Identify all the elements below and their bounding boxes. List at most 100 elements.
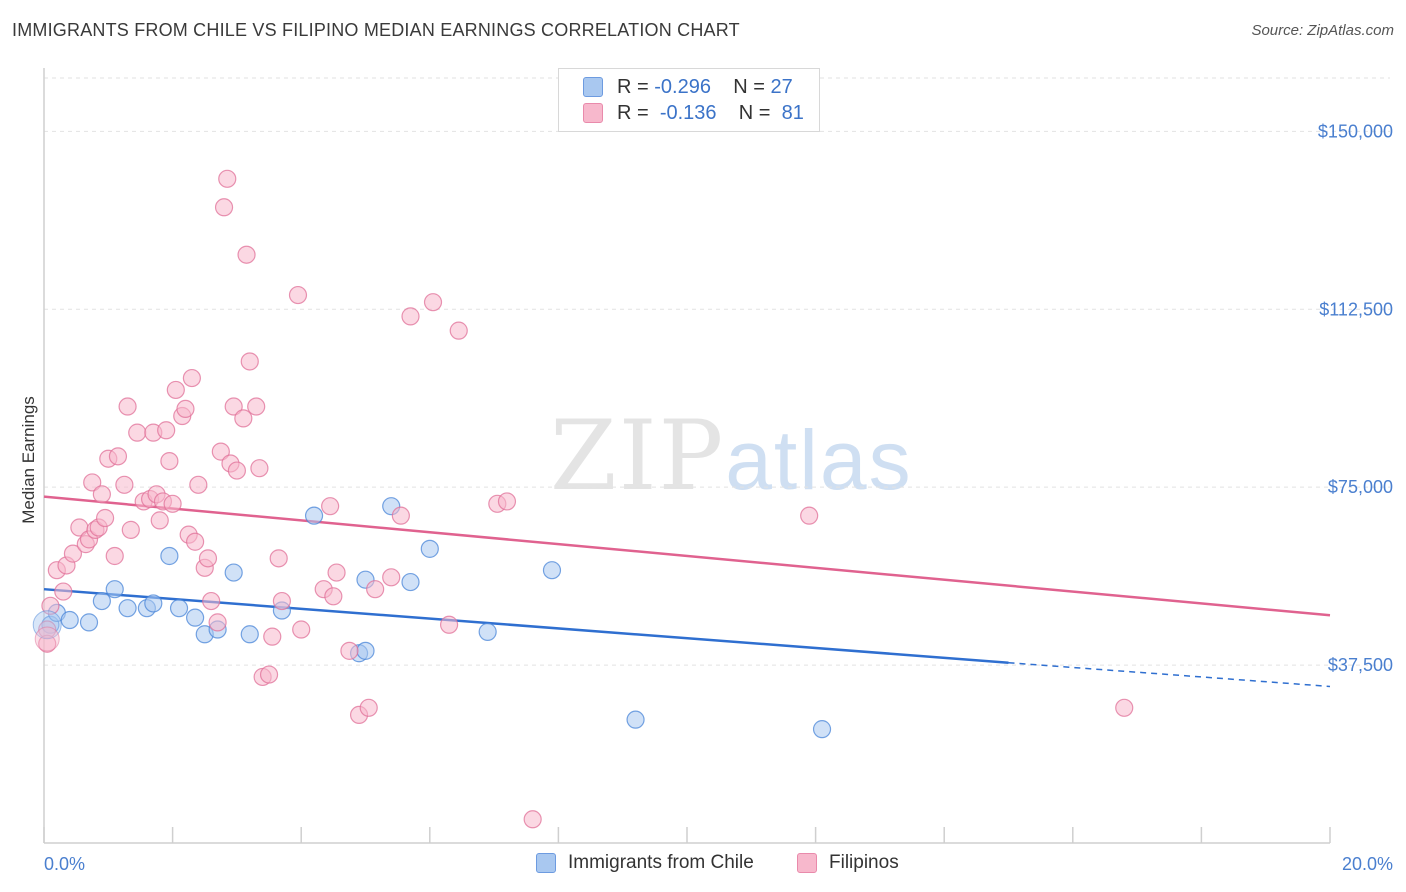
data-point	[150, 511, 169, 530]
y-axis-label: Median Earnings	[19, 396, 38, 524]
data-point	[288, 285, 308, 305]
data-point	[128, 423, 147, 442]
data-point	[169, 599, 189, 618]
data-point	[227, 461, 246, 480]
data-point	[214, 198, 234, 217]
data-point	[359, 698, 378, 717]
data-point	[439, 615, 459, 634]
data-point	[157, 421, 176, 440]
data-point	[263, 627, 282, 646]
data-point	[95, 508, 115, 528]
data-point	[186, 608, 205, 627]
data-point	[54, 582, 73, 601]
legend-n-value: 27	[770, 75, 793, 98]
data-point-cluster	[32, 610, 62, 640]
legend-n-label: N =	[733, 75, 765, 98]
watermark: ZIPatlas	[550, 400, 913, 512]
data-point	[812, 720, 832, 739]
data-point	[60, 610, 79, 630]
data-point	[1115, 698, 1134, 717]
trend-line-filipinos	[43, 495, 1331, 617]
data-point	[324, 587, 343, 606]
data-point	[144, 594, 163, 613]
data-point	[449, 321, 468, 340]
data-point	[160, 546, 179, 566]
data-point	[356, 641, 375, 660]
data-point	[63, 544, 83, 563]
data-point	[224, 563, 243, 582]
legend-r-value: -0.296	[654, 75, 711, 98]
trend-lines	[43, 495, 1331, 688]
data-point	[208, 613, 227, 632]
series-filipinos-points	[38, 169, 1134, 829]
watermark-atlas: atlas	[725, 413, 913, 507]
series-swatch-chile	[536, 853, 556, 873]
data-point	[272, 591, 292, 611]
series-legend-filipinos: Filipinos	[797, 852, 899, 874]
legend-swatch-chile	[583, 77, 603, 97]
watermark-zip: ZIP	[550, 400, 726, 512]
data-point	[166, 380, 185, 400]
legend-r-value: -0.136	[659, 101, 717, 124]
data-point	[250, 459, 269, 478]
data-point	[626, 710, 645, 729]
data-point	[115, 475, 134, 494]
data-point	[240, 625, 259, 644]
chart-title: IMMIGRANTS FROM CHILE VS FILIPINO MEDIAN…	[12, 20, 740, 40]
data-point	[237, 245, 256, 264]
data-point	[83, 473, 102, 492]
y-tick-label: $37,500	[1328, 655, 1393, 675]
x-tick-label-min: 0.0%	[44, 854, 85, 874]
data-point	[478, 622, 497, 641]
legend-swatch-filipinos	[583, 103, 603, 123]
y-tick-label: $112,500	[1319, 299, 1393, 319]
data-point	[247, 397, 266, 416]
axes	[43, 68, 1331, 844]
legend-row-chile: R = -0.296 N = 27	[583, 75, 793, 99]
data-point-cluster	[34, 626, 60, 652]
data-point	[292, 620, 311, 639]
data-point	[160, 451, 179, 471]
trend-line-chile	[43, 587, 1009, 664]
data-point	[121, 520, 140, 539]
legend-n-value: 81	[781, 101, 804, 124]
data-point	[211, 442, 230, 461]
x-tick-label-max: 20.0%	[1342, 854, 1393, 874]
data-point	[118, 599, 137, 618]
data-point	[218, 169, 237, 188]
data-point	[118, 397, 137, 416]
legend-r-label: R =	[617, 75, 649, 98]
data-point	[198, 549, 218, 568]
data-point	[41, 596, 60, 615]
source-credit: Source: ZipAtlas.com	[1251, 22, 1394, 39]
data-points	[32, 169, 1134, 829]
y-tick-label: $150,000	[1318, 121, 1393, 141]
data-point	[321, 497, 340, 516]
tick-labels: $37,500 $75,000 $112,500 $150,000 0.0% 20.0%	[44, 121, 1393, 874]
data-point	[105, 580, 124, 599]
data-point	[340, 641, 359, 660]
series-legend-label: Immigrants from Chile	[568, 852, 754, 873]
data-point	[224, 397, 243, 416]
data-point	[163, 494, 182, 513]
data-point	[391, 506, 410, 525]
data-point	[800, 506, 819, 525]
data-point	[189, 475, 208, 494]
legend-row-filipinos: R = -0.136 N = 81	[583, 101, 804, 125]
data-point	[38, 634, 57, 653]
data-point	[202, 591, 221, 611]
data-point	[186, 532, 205, 551]
data-point	[523, 810, 542, 829]
data-point	[240, 352, 259, 371]
data-point	[108, 447, 128, 466]
data-point	[92, 485, 111, 504]
data-point	[182, 368, 201, 388]
legend-r-label: R =	[617, 101, 649, 124]
data-point	[366, 580, 385, 599]
legend-n-label: N =	[738, 101, 771, 124]
series-legend: Immigrants from Chile Filipinos	[0, 852, 1406, 878]
data-point	[542, 561, 562, 580]
y-tick-label: $75,000	[1328, 477, 1393, 497]
gridlines	[44, 77, 1390, 666]
